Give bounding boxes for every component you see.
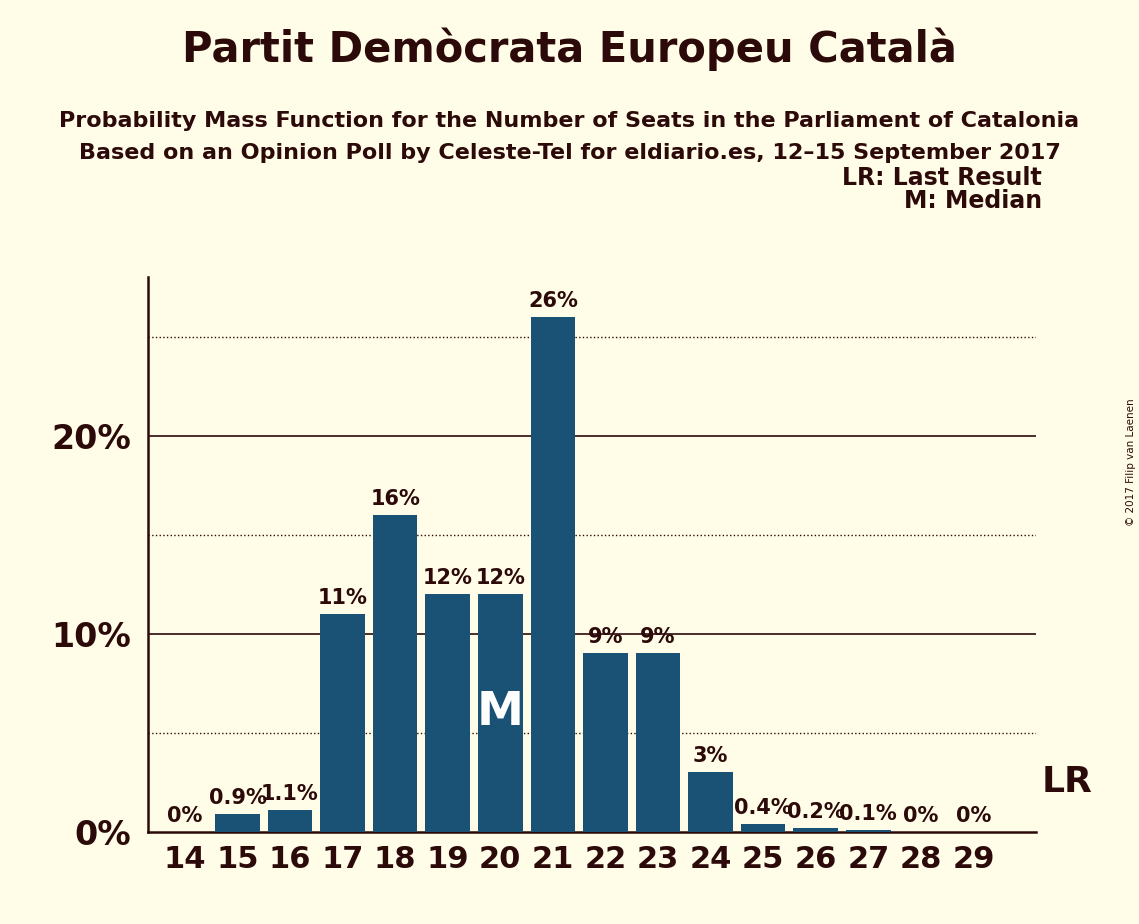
Bar	[794, 828, 838, 832]
Text: 9%: 9%	[588, 627, 623, 648]
Text: 0.9%: 0.9%	[208, 788, 267, 808]
Text: 16%: 16%	[370, 489, 420, 509]
Bar	[531, 317, 575, 832]
Text: 1.1%: 1.1%	[261, 784, 319, 804]
Bar	[372, 515, 418, 832]
Text: 0.2%: 0.2%	[787, 802, 845, 821]
Text: Probability Mass Function for the Number of Seats in the Parliament of Catalonia: Probability Mass Function for the Number…	[59, 111, 1080, 131]
Text: © 2017 Filip van Laenen: © 2017 Filip van Laenen	[1126, 398, 1136, 526]
Text: M: M	[477, 690, 524, 736]
Bar	[636, 653, 680, 832]
Text: 0%: 0%	[167, 806, 203, 826]
Text: 3%: 3%	[693, 747, 728, 766]
Text: 12%: 12%	[475, 568, 525, 588]
Text: 0%: 0%	[956, 806, 991, 826]
Bar	[268, 809, 312, 832]
Bar	[320, 614, 364, 832]
Bar	[846, 830, 891, 832]
Bar	[740, 823, 786, 832]
Text: Partit Demòcrata Europeu Català: Partit Demòcrata Europeu Català	[182, 28, 957, 71]
Bar	[215, 814, 260, 832]
Text: 0%: 0%	[903, 806, 939, 826]
Text: 12%: 12%	[423, 568, 473, 588]
Bar	[688, 772, 732, 832]
Text: LR: Last Result: LR: Last Result	[843, 166, 1042, 190]
Bar	[425, 594, 470, 832]
Bar	[478, 594, 523, 832]
Text: 0.1%: 0.1%	[839, 804, 898, 823]
Text: Based on an Opinion Poll by Celeste-Tel for eldiario.es, 12–15 September 2017: Based on an Opinion Poll by Celeste-Tel …	[79, 143, 1060, 164]
Text: M: Median: M: Median	[904, 189, 1042, 213]
Text: 9%: 9%	[640, 627, 675, 648]
Text: 26%: 26%	[527, 291, 577, 310]
Text: LR: LR	[1042, 765, 1092, 799]
Text: 0.4%: 0.4%	[735, 797, 792, 818]
Bar	[583, 653, 628, 832]
Text: 11%: 11%	[318, 588, 368, 608]
